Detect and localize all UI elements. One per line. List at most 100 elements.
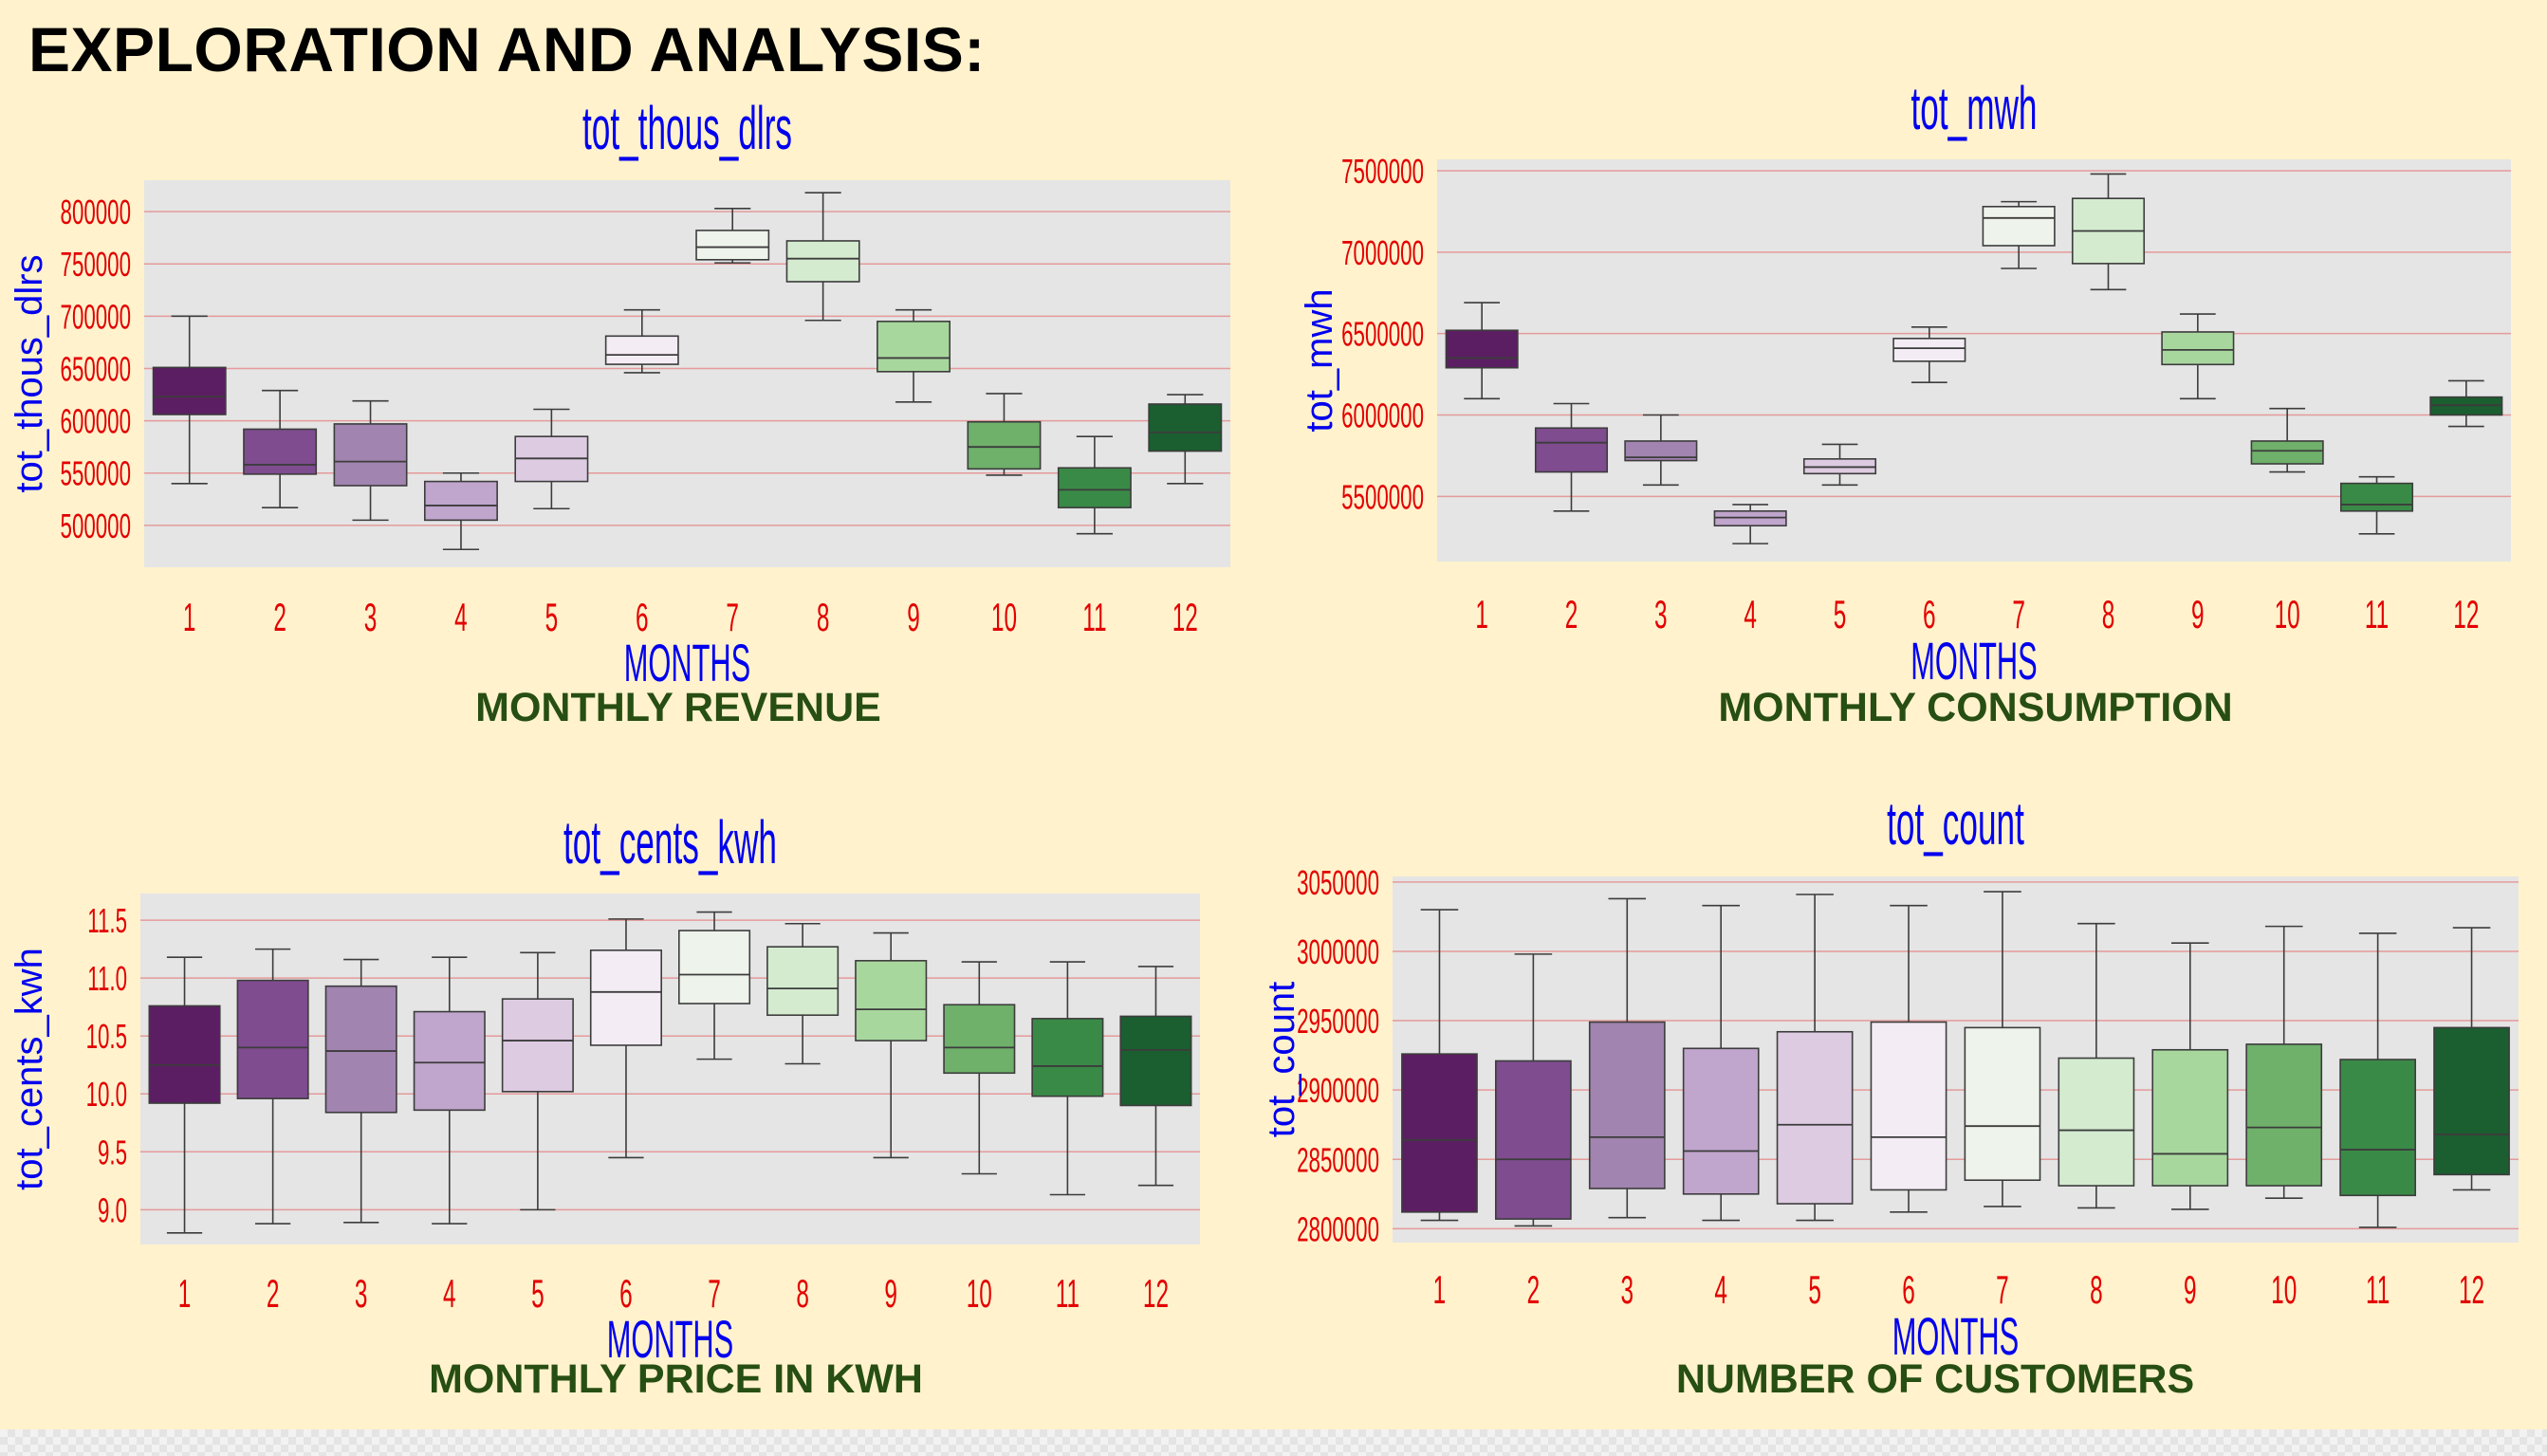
chart-caption-revenue: MONTHLY REVENUE [475,685,881,730]
box-iqr [152,366,227,415]
revenue-x-axis-label: MONTHS [624,633,750,692]
revenue-xtick-label: 12 [1172,596,1198,639]
revenue-box-month-3 [333,399,408,522]
revenue-boxplot: 500000 550000 600000 650000 700000 750000 8000… [9,94,1230,692]
customers-x-axis-label: MONTHS [1892,1306,2019,1366]
consumption-xtick-label: 2 [1565,593,1578,636]
customers-box-month-6 [1870,904,1947,1213]
box-iqr [148,1004,221,1104]
customers-box-month-4 [1682,904,1760,1222]
revenue-plot-area [144,180,1230,567]
box-iqr [2339,1059,2416,1197]
price-boxplot: 9.09.510.010.511.011.51 2 3 4 5 6 7 8 9 10 11 12tot… [9,808,1200,1369]
price-plot-area [140,894,1200,1244]
customers-ytick-label: 3050000 [1297,865,1379,903]
box-iqr [2058,1057,2135,1187]
revenue-xtick-label: 11 [1082,596,1106,639]
customers-box-month-1 [1401,909,1478,1222]
customers-xtick-label: 5 [1808,1268,1821,1312]
price-y-axis-label: tot_cents_kwh [9,948,50,1190]
customers-ytick-label: 2800000 [1297,1211,1379,1249]
price-xtick-label: 12 [1143,1272,1169,1316]
box-iqr [2339,482,2414,512]
revenue-ytick-label: 550000 [61,456,131,494]
price-xtick-label: 5 [531,1272,544,1316]
revenue-box-month-10 [967,393,1042,476]
consumption-xtick-label: 7 [2012,593,2025,636]
box-iqr [324,985,397,1114]
price-chart-title: tot_cents_kwh [563,808,777,876]
price-xtick-label: 9 [884,1272,897,1316]
customers-plot-area [1393,876,2519,1243]
price-ytick-label: 11.5 [87,903,127,941]
price-xtick-label: 1 [178,1272,192,1316]
box-iqr [1624,440,1698,462]
revenue-xtick-label: 10 [991,596,1017,639]
revenue-ytick-label: 800000 [61,194,131,232]
box-iqr [589,949,662,1046]
customers-xtick-label: 12 [2459,1268,2484,1312]
consumption-x-axis-label: MONTHS [1910,631,2037,691]
price-ytick-label: 10.5 [86,1019,127,1057]
chart-panel-revenue: 500000 550000 600000 650000 700000 750000 8000… [0,94,1262,749]
chart-caption-consumption: MONTHLY CONSUMPTION [1718,685,2233,730]
price-box-month-9 [855,931,928,1159]
customers-chart-title: tot_count [1887,789,2024,857]
consumption-xtick-label: 1 [1475,593,1488,636]
customers-xtick-label: 2 [1527,1268,1541,1312]
customers-boxplot: 2800000 2850000 2900000 2950000 3000000 30500… [1261,789,2519,1366]
revenue-ytick-label: 700000 [61,299,131,337]
consumption-chart-title: tot_mwh [1911,74,2038,142]
price-ytick-label: 9.5 [98,1134,127,1172]
revenue-ytick-label: 750000 [61,247,131,285]
price-x-axis-label: MONTHS [607,1309,733,1369]
customers-ytick-label: 2950000 [1297,1004,1379,1041]
box-iqr [2245,1043,2323,1187]
customers-xtick-label: 10 [2271,1268,2297,1312]
consumption-ytick-label: 7000000 [1341,235,1424,273]
consumption-box-month-9 [2161,313,2235,400]
box-iqr [1534,427,1609,473]
box-iqr [1119,1015,1192,1107]
revenue-ytick-label: 600000 [61,403,131,441]
customers-y-axis-label: tot_count [1261,982,1302,1138]
consumption-plot-area [1437,159,2511,562]
consumption-box-month-11 [2339,475,2414,535]
box-iqr [2161,331,2235,366]
price-box-month-6 [589,918,662,1159]
customers-box-month-2 [1495,953,1572,1227]
chart-caption-customers: NUMBER OF CUSTOMERS [1675,1356,2195,1402]
customers-xtick-label: 4 [1714,1268,1727,1312]
customers-xtick-label: 8 [2090,1268,2103,1312]
consumption-box-month-10 [2250,407,2324,473]
box-iqr [1776,1030,1854,1205]
consumption-box-month-4 [1713,504,1787,544]
consumption-box-month-6 [1892,326,1966,383]
box-iqr [1892,338,1966,362]
consumption-y-axis-label: tot_mwh [1299,288,1340,432]
price-box-month-10 [943,961,1016,1175]
price-ytick-label: 11.0 [87,961,127,999]
revenue-box-month-12 [1148,394,1223,485]
revenue-ytick-label: 650000 [61,351,131,389]
box-iqr [1982,205,2056,247]
customers-xtick-label: 3 [1621,1268,1634,1312]
price-box-month-7 [678,911,751,1060]
footer-strip [0,1429,2547,1456]
revenue-box-month-8 [785,192,860,322]
revenue-xtick-label: 8 [817,596,830,639]
consumption-box-month-7 [1982,200,2056,269]
customers-box-month-8 [2058,922,2135,1209]
box-iqr [1031,1018,1104,1097]
price-box-month-11 [1031,961,1104,1196]
consumption-ytick-label: 6000000 [1341,397,1424,435]
revenue-xtick-label: 9 [907,596,920,639]
customers-ytick-label: 2850000 [1297,1142,1379,1180]
revenue-chart-title: tot_thous_dlrs [582,94,792,162]
customers-box-month-12 [2433,927,2510,1191]
box-iqr [1057,467,1132,508]
box-iqr [1682,1047,1760,1195]
revenue-box-month-2 [243,389,318,508]
price-box-month-4 [413,956,486,1225]
